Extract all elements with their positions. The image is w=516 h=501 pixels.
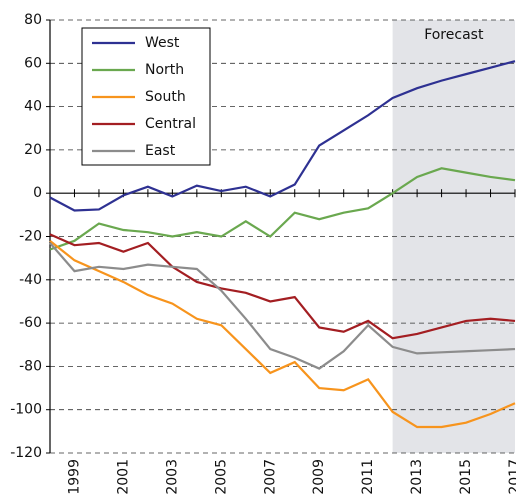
series-line xyxy=(49,239,516,429)
y-tick-label: -40 xyxy=(19,272,42,288)
x-tick-label: 2013 xyxy=(409,459,425,495)
series-line xyxy=(49,60,516,212)
y-tick-label: -120 xyxy=(10,445,42,461)
y-tick-label: 40 xyxy=(24,99,42,115)
x-tick-label: 2001 xyxy=(115,459,131,495)
legend-label: East xyxy=(145,143,176,159)
series-line xyxy=(49,242,516,370)
x-tick-label: 2017 xyxy=(507,459,516,495)
y-tick-label: -100 xyxy=(10,402,42,418)
y-tick-label: 20 xyxy=(24,142,42,158)
legend-label: South xyxy=(145,89,186,105)
series-line xyxy=(49,167,516,251)
x-tick-label: 1999 xyxy=(66,459,82,495)
legend-label: Central xyxy=(145,116,196,132)
forecast-label: Forecast xyxy=(424,27,484,43)
x-tick-label: 2015 xyxy=(458,459,474,495)
y-tick-label: -20 xyxy=(19,229,42,245)
x-tick-label: 2007 xyxy=(262,459,278,495)
y-tick-label: 60 xyxy=(24,55,42,71)
x-tick-label: 2003 xyxy=(164,459,180,495)
x-tick-label: 2005 xyxy=(213,459,229,495)
x-tick-label: 2009 xyxy=(311,459,327,495)
x-tick-label: 2011 xyxy=(360,459,376,495)
y-tick-label: -60 xyxy=(19,315,42,331)
series-line xyxy=(49,233,516,340)
legend-label: North xyxy=(145,62,184,78)
y-tick-label: 0 xyxy=(33,185,42,201)
legend-label: West xyxy=(145,35,180,51)
y-tick-label: -80 xyxy=(19,358,42,374)
y-tick-label: 80 xyxy=(24,12,42,28)
